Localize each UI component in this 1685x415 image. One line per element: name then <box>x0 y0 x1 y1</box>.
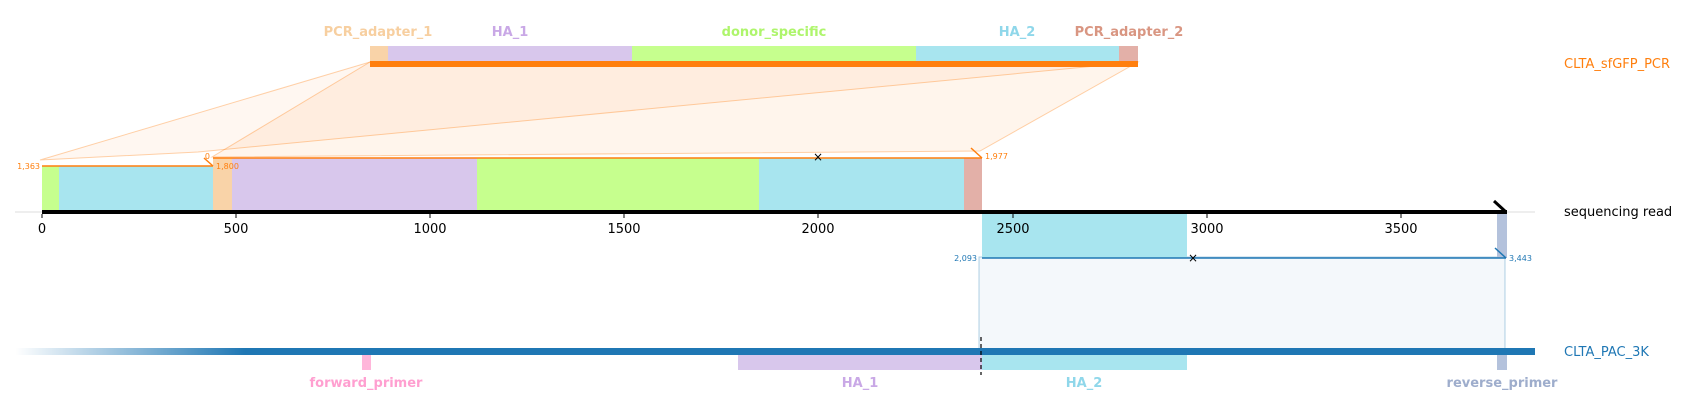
alignment-a1-end-hook <box>203 157 214 167</box>
mismatch-marker-a3: × <box>1188 251 1198 265</box>
tick-label-2500: 2500 <box>996 222 1029 237</box>
top-track-bar <box>370 61 1138 67</box>
forward-primer-block <box>362 355 371 370</box>
bottom-label-ha-1: HA_1 <box>842 376 879 391</box>
pcr-adapter-2-block <box>1119 46 1138 62</box>
pcr-adapter-1-block <box>370 46 388 62</box>
mismatch-marker-a2: × <box>813 150 823 164</box>
tick-label-500: 500 <box>224 222 249 237</box>
read-bar <box>42 210 1507 214</box>
bottom-label-forward-primer: forward_primer <box>310 376 424 391</box>
bottom-track-fade-bar <box>15 348 245 355</box>
alignment-a1-right-coord: 1,800 <box>216 162 239 171</box>
top-track-label: CLTA_sfGFP_PCR <box>1564 57 1670 72</box>
read-seg-ha-1 <box>232 158 477 211</box>
top-label-ha-1: HA_1 <box>492 25 529 40</box>
alignment-a3-left-coord: 2,093 <box>954 254 977 263</box>
read-seg-reverse-primer <box>1497 214 1507 258</box>
bottom-track-bar <box>245 348 1535 355</box>
alignment-shade-a3 <box>978 256 1506 351</box>
alignments: 1,363 1,800 0 1,977 × 2,093 3,443 × <box>17 147 1532 265</box>
bottom-ha-2-block <box>982 355 1187 370</box>
read-arrowhead <box>1492 199 1508 214</box>
alignment-a2-left-coord: 0 <box>205 152 210 161</box>
alignment-a1-left-coord: 1,363 <box>17 162 40 171</box>
tick-label-2000: 2000 <box>801 222 834 237</box>
alignment-a2-end-hook <box>970 147 983 159</box>
read-seg-pcr-adapter-2 <box>964 158 982 211</box>
tick-label-1000: 1000 <box>413 222 446 237</box>
read-track: 0 500 1000 1500 2000 2500 3000 3500 sequ… <box>15 158 1672 258</box>
ha-1-block <box>388 46 632 62</box>
top-label-donor-specific: donor_specific <box>722 25 827 40</box>
alignment-a3-end-hook <box>1494 247 1507 259</box>
tick-label-0: 0 <box>38 222 46 237</box>
donor-specific-block <box>632 46 916 62</box>
read-seg-ha-2-2 <box>759 158 964 211</box>
bottom-track-label: CLTA_PAC_3K <box>1564 345 1649 360</box>
tick-label-3000: 3000 <box>1190 222 1223 237</box>
top-label-ha-2: HA_2 <box>999 25 1036 40</box>
alignment-shade-a2 <box>210 61 1140 158</box>
read-seg-ha-2-1 <box>59 166 213 211</box>
alignment-shading <box>39 61 1506 351</box>
read-track-label: sequencing read <box>1564 205 1672 220</box>
top-track: PCR_adapter_1 HA_1 donor_specific HA_2 P… <box>324 25 1670 72</box>
top-label-pcr-adapter-2: PCR_adapter_2 <box>1075 25 1184 40</box>
ha-2-block <box>916 46 1119 62</box>
read-seg-donor-specific-1 <box>42 166 59 211</box>
read-seg-pcr-adapter-1 <box>213 158 232 211</box>
top-label-pcr-adapter-1: PCR_adapter_1 <box>324 25 433 40</box>
tick-label-1500: 1500 <box>607 222 640 237</box>
bottom-label-ha-2: HA_2 <box>1066 376 1103 391</box>
alignment-a2-right-coord: 1,977 <box>985 152 1008 161</box>
bottom-ha-1-block <box>738 355 982 370</box>
read-seg-donor-specific-2 <box>477 158 759 211</box>
tick-label-3500: 3500 <box>1384 222 1417 237</box>
bottom-label-reverse-primer: reverse_primer <box>1447 376 1559 391</box>
read-axis-ticks: 0 500 1000 1500 2000 2500 3000 3500 <box>38 214 1418 237</box>
bottom-track: forward_primer HA_1 HA_2 reverse_primer … <box>15 337 1649 391</box>
read-seg-ha-2-3 <box>982 214 1187 258</box>
reverse-primer-block <box>1497 355 1507 370</box>
alignment-a3-right-coord: 3,443 <box>1509 254 1532 263</box>
